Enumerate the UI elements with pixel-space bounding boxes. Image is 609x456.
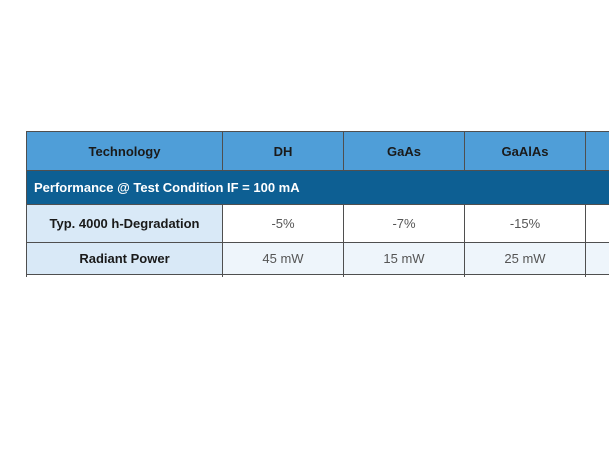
spec-table-container: Technology DH GaAs GaAlAs Performance @ … [26, 131, 609, 277]
cell-degradation-gaas: -7% [343, 204, 465, 243]
section-title: Performance @ Test Condition IF = 100 mA [26, 170, 609, 205]
header-dh: DH [222, 131, 344, 171]
section-row: Performance @ Test Condition IF = 100 mA [26, 170, 609, 205]
cell-radiant-power-gaalas: 25 mW [464, 242, 586, 275]
header-gaalas: GaAlAs [464, 131, 586, 171]
technology-comparison-table: Technology DH GaAs GaAlAs Performance @ … [26, 131, 609, 277]
cell-degradation-dh: -5% [222, 204, 344, 243]
table-header-row: Technology DH GaAs GaAlAs [26, 131, 609, 171]
row-label-radiant-power: Radiant Power [26, 242, 223, 275]
cell-degradation-gaalas: -15% [464, 204, 586, 243]
table-row: Radiant Power 45 mW 15 mW 25 mW [26, 242, 609, 275]
cell-radiant-power-dh: 45 mW [222, 242, 344, 275]
cutoff-cell [222, 274, 344, 277]
table-row-cutoff [26, 274, 609, 277]
cutoff-cell [585, 274, 609, 277]
cell-radiant-power-clipped [585, 242, 609, 275]
cell-degradation-clipped [585, 204, 609, 243]
cutoff-cell [343, 274, 465, 277]
header-technology: Technology [26, 131, 223, 171]
table-row: Typ. 4000 h-Degradation -5% -7% -15% [26, 204, 609, 243]
cutoff-cell [464, 274, 586, 277]
cell-radiant-power-gaas: 15 mW [343, 242, 465, 275]
row-label-degradation: Typ. 4000 h-Degradation [26, 204, 223, 243]
header-gaas: GaAs [343, 131, 465, 171]
cutoff-cell [26, 274, 223, 277]
header-clipped [585, 131, 609, 171]
